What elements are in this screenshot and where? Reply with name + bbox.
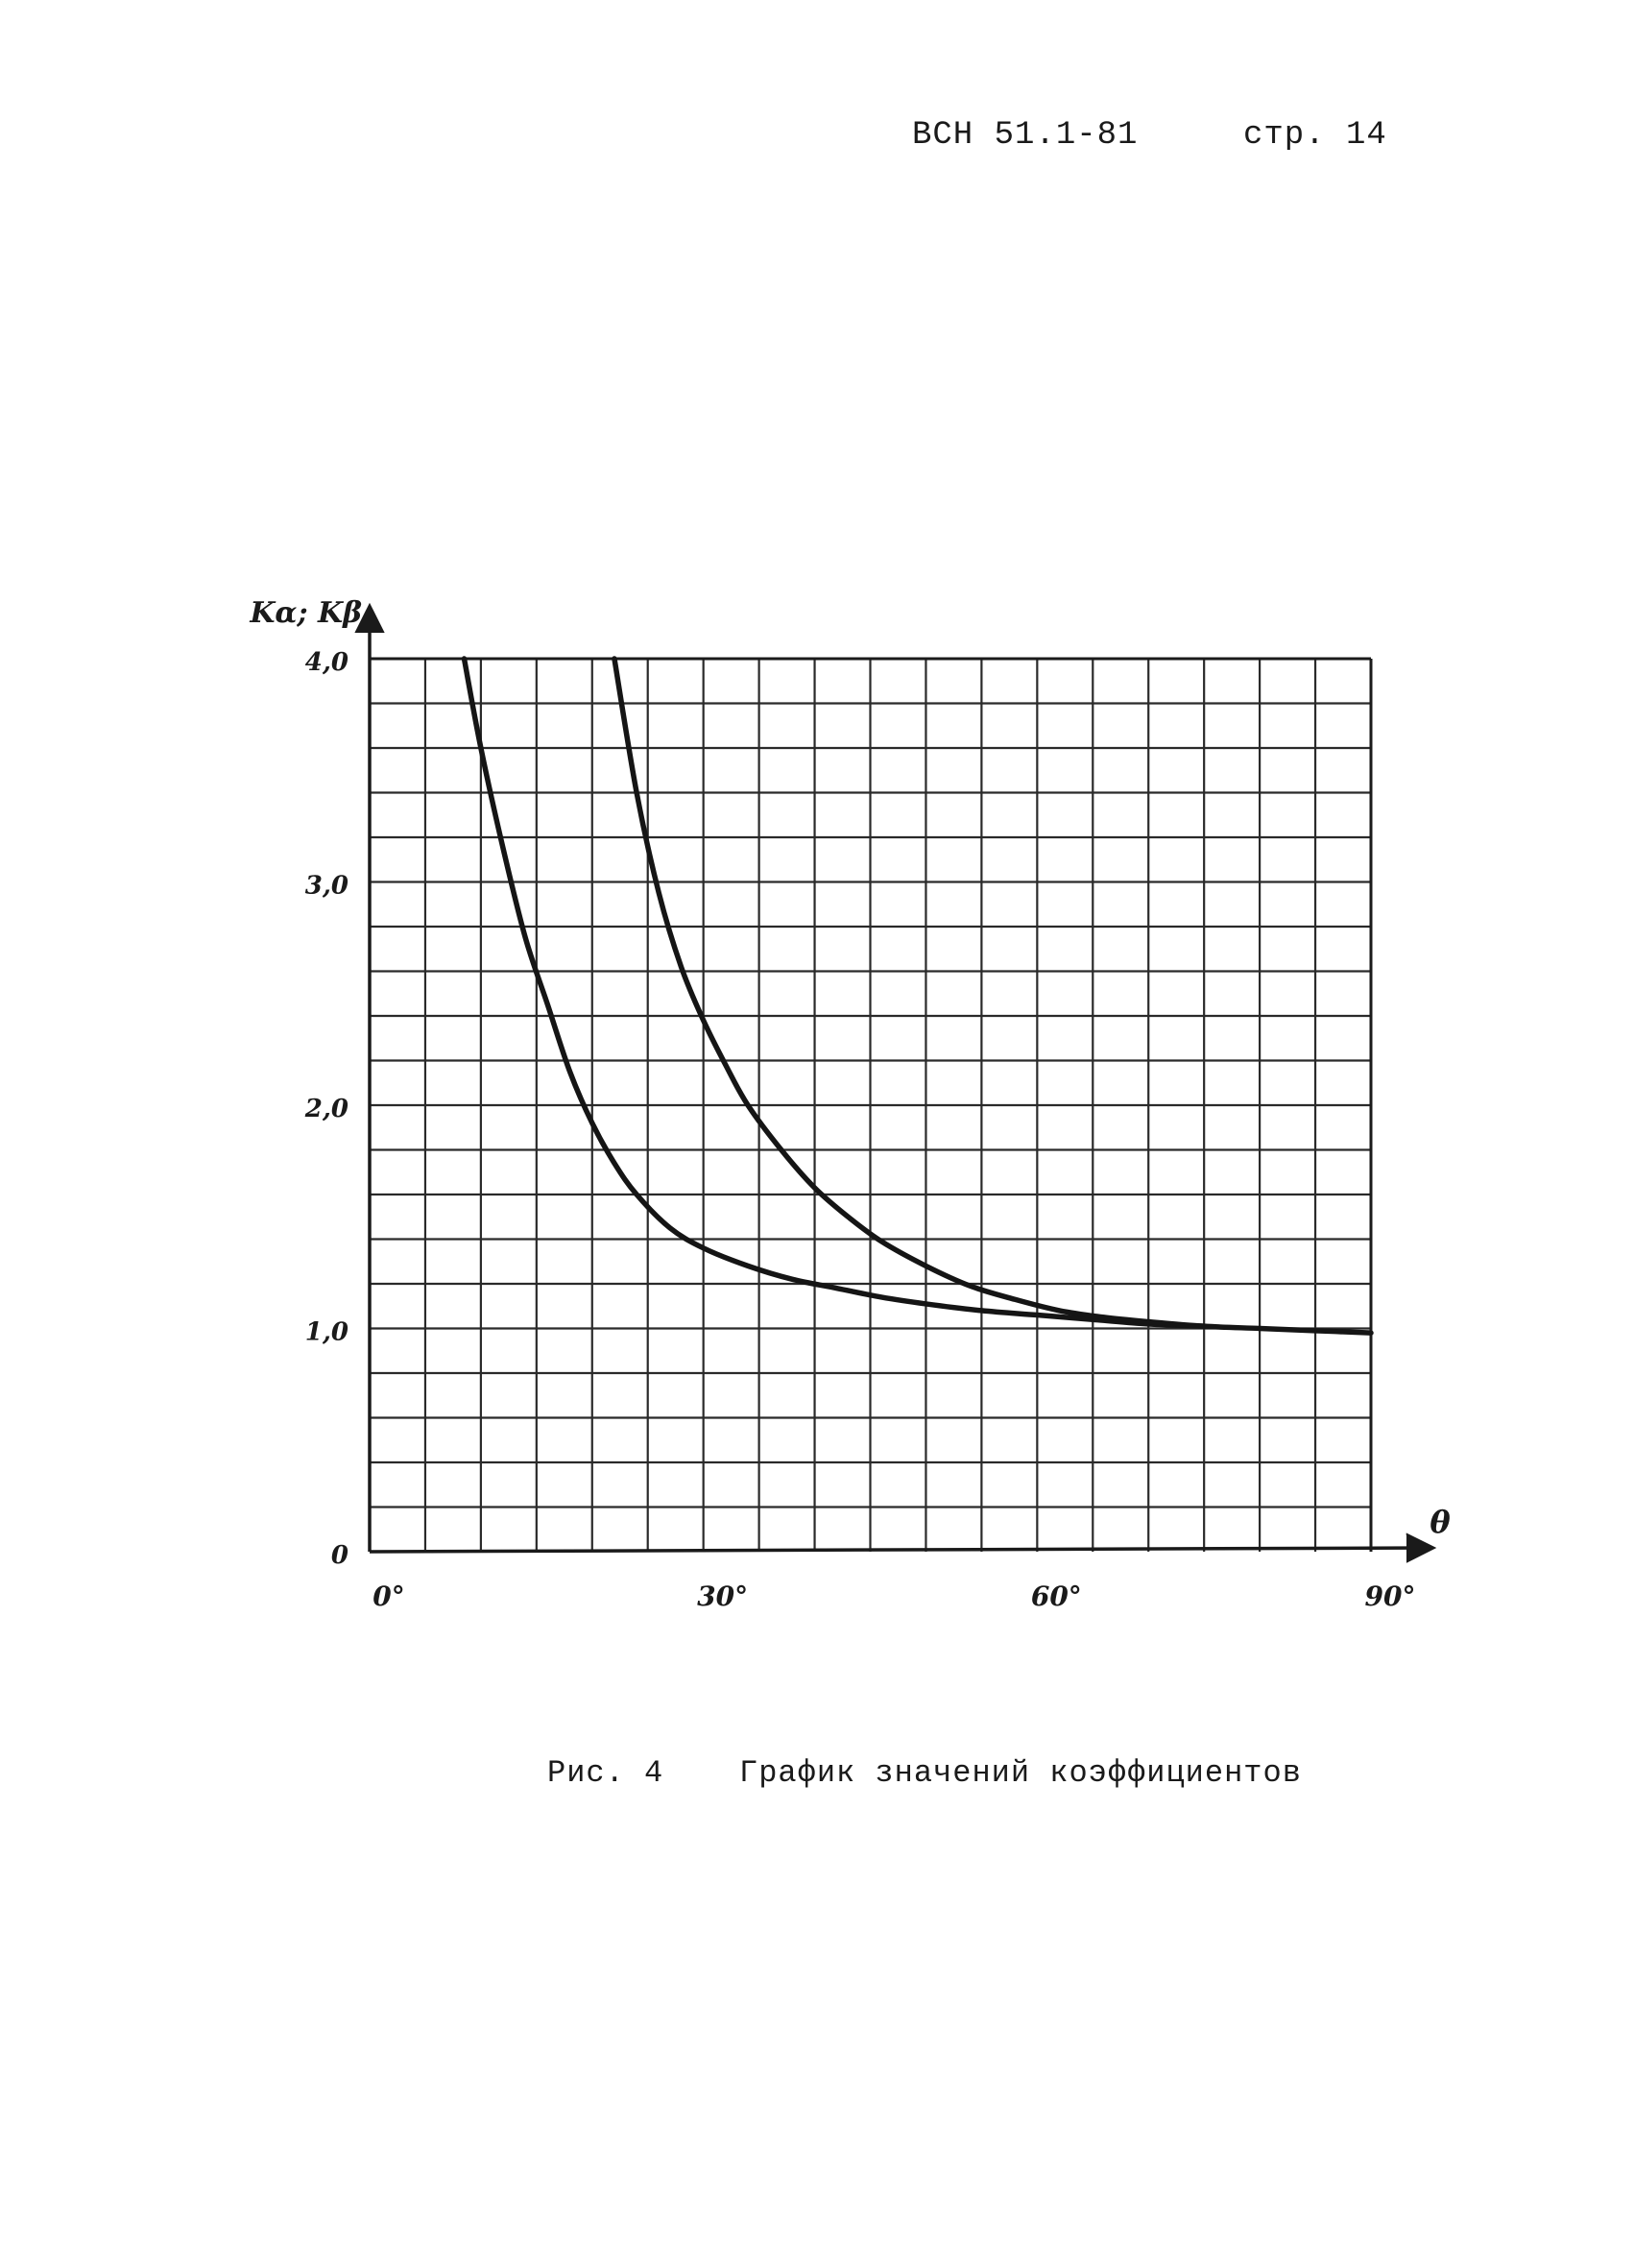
x-axis-label: θ bbox=[1430, 1504, 1451, 1540]
y-tick-label: 4,0 bbox=[305, 648, 348, 677]
x-axis bbox=[369, 1532, 1437, 1563]
x-tick-label: 30° bbox=[697, 1580, 748, 1612]
chart-grid bbox=[370, 657, 1373, 1552]
x-tick-label: 90° bbox=[1365, 1580, 1416, 1612]
y-tick-label: 3,0 bbox=[305, 872, 348, 901]
y-tick-label: 2,0 bbox=[304, 1095, 348, 1123]
series-line-1 bbox=[461, 656, 1207, 1329]
page-header: ВСН 51.1-81 стр. 14 bbox=[902, 117, 1402, 175]
y-tick-label: 0 bbox=[331, 1541, 348, 1570]
chart-series bbox=[461, 656, 1374, 1336]
chart-axes bbox=[354, 602, 1437, 1563]
y-tick-label: 1,0 bbox=[305, 1318, 348, 1347]
document-code: ВСН 51.1-81 bbox=[912, 117, 1139, 154]
figure-caption: Рис. 4 График значений коэффициентов bbox=[547, 1755, 1302, 1791]
figure-number: Рис. 4 bbox=[547, 1755, 664, 1791]
x-tick-label: 0° bbox=[372, 1580, 404, 1612]
page-number: стр. 14 bbox=[1243, 117, 1387, 154]
y-axis-label: Kα; Kβ bbox=[249, 596, 362, 630]
series-line-2 bbox=[612, 656, 1374, 1336]
x-tick-label: 60° bbox=[1031, 1580, 1082, 1612]
figure-title: График значений коэффициентов bbox=[739, 1755, 1302, 1791]
chart-labels: 0 1,0 2,0 3,0 4,0 0° 30° 60° 90° Kα; Kβ θ bbox=[249, 596, 1451, 1612]
